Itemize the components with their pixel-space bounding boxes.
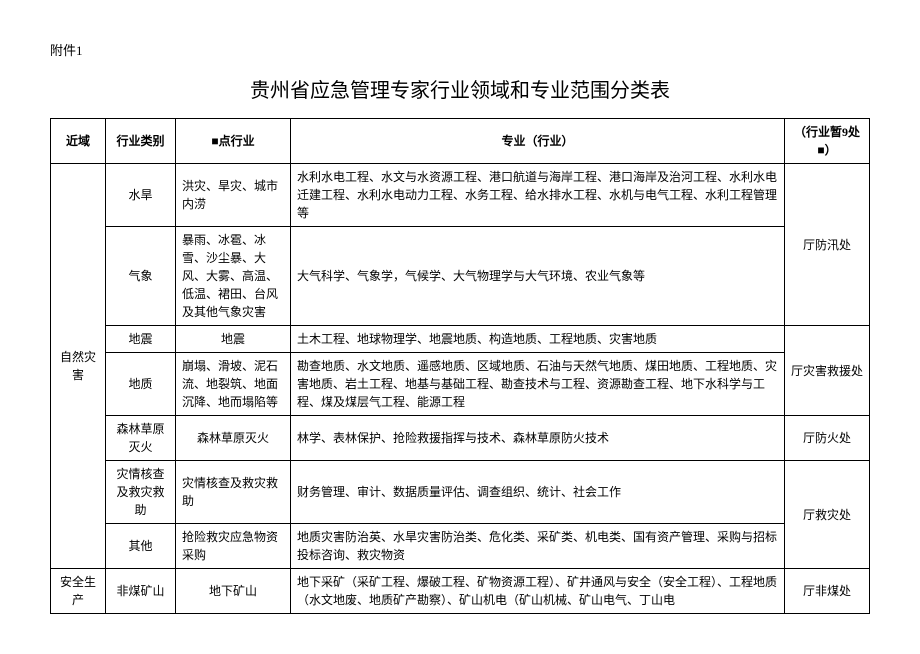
cell-dept: 厅防火处 <box>785 416 870 461</box>
cell-major: 林学、表林保护、抢险救援指挥与技术、森林草原防火技术 <box>291 416 785 461</box>
cell-dept: 厅救灾处 <box>785 461 870 569</box>
cell-key: 暴雨、冰雹、冰雪、沙尘暴、大风、大雾、高温、低温、裙田、台风及其他气象灾害 <box>176 227 291 326</box>
cell-dept: 厅防汛处 <box>785 164 870 326</box>
cell-major: 水利水电工程、水文与水资源工程、港口航道与海岸工程、港口海岸及治河工程、水利水电… <box>291 164 785 227</box>
cell-major: 勘查地质、水文地质、遥感地质、区域地质、石油与天然气地质、煤田地质、工程地质、灾… <box>291 353 785 416</box>
cell-key: 抢险救灾应急物资采购 <box>176 524 291 569</box>
header-major: 专业（行业） <box>291 119 785 164</box>
cell-domain: 自然灾害 <box>51 164 106 569</box>
cell-category: 灾情核查及救灾救助 <box>106 461 176 524</box>
cell-category: 地质 <box>106 353 176 416</box>
cell-key: 地下矿山 <box>176 569 291 614</box>
cell-major: 大气科学、气象学，气候学、大气物理学与大气环境、农业气象等 <box>291 227 785 326</box>
cell-key: 崩塌、滑坡、泥石流、地裂筑、地面沉降、地而塌陷等 <box>176 353 291 416</box>
cell-dept: 厅非煤处 <box>785 569 870 614</box>
cell-key: 洪灾、旱灾、城市内涝 <box>176 164 291 227</box>
cell-category: 地震 <box>106 326 176 353</box>
classification-table: 近域 行业类别 ■点行业 专业（行业） （行业暂9处■） 自然灾害 水旱 洪灾、… <box>50 118 870 614</box>
header-category: 行业类别 <box>106 119 176 164</box>
header-domain: 近域 <box>51 119 106 164</box>
cell-category: 气象 <box>106 227 176 326</box>
cell-category: 其他 <box>106 524 176 569</box>
cell-dept: 厅灾害救援处 <box>785 326 870 416</box>
page-title: 贵州省应急管理专家行业领域和专业范围分类表 <box>50 74 870 103</box>
header-key: ■点行业 <box>176 119 291 164</box>
cell-category: 森林草原灭火 <box>106 416 176 461</box>
header-dept: （行业暂9处■） <box>785 119 870 164</box>
cell-key: 地震 <box>176 326 291 353</box>
cell-major: 地质灾害防治英、水旱灾害防治类、危化类、采矿类、机电类、国有资产管理、采购与招标… <box>291 524 785 569</box>
attachment-label: 附件1 <box>50 40 870 59</box>
cell-major: 财务管理、审计、数据质量评估、调查组织、统计、社会工作 <box>291 461 785 524</box>
cell-category: 水旱 <box>106 164 176 227</box>
cell-major: 土木工程、地球物理学、地震地质、构造地质、工程地质、灾害地质 <box>291 326 785 353</box>
cell-key: 森林草原灭火 <box>176 416 291 461</box>
cell-key: 灾情核查及救灾救助 <box>176 461 291 524</box>
cell-category: 非煤矿山 <box>106 569 176 614</box>
cell-major: 地下采矿（采矿工程、爆破工程、矿物资源工程）、矿井通风与安全（安全工程）、工程地… <box>291 569 785 614</box>
cell-domain: 安全生产 <box>51 569 106 614</box>
